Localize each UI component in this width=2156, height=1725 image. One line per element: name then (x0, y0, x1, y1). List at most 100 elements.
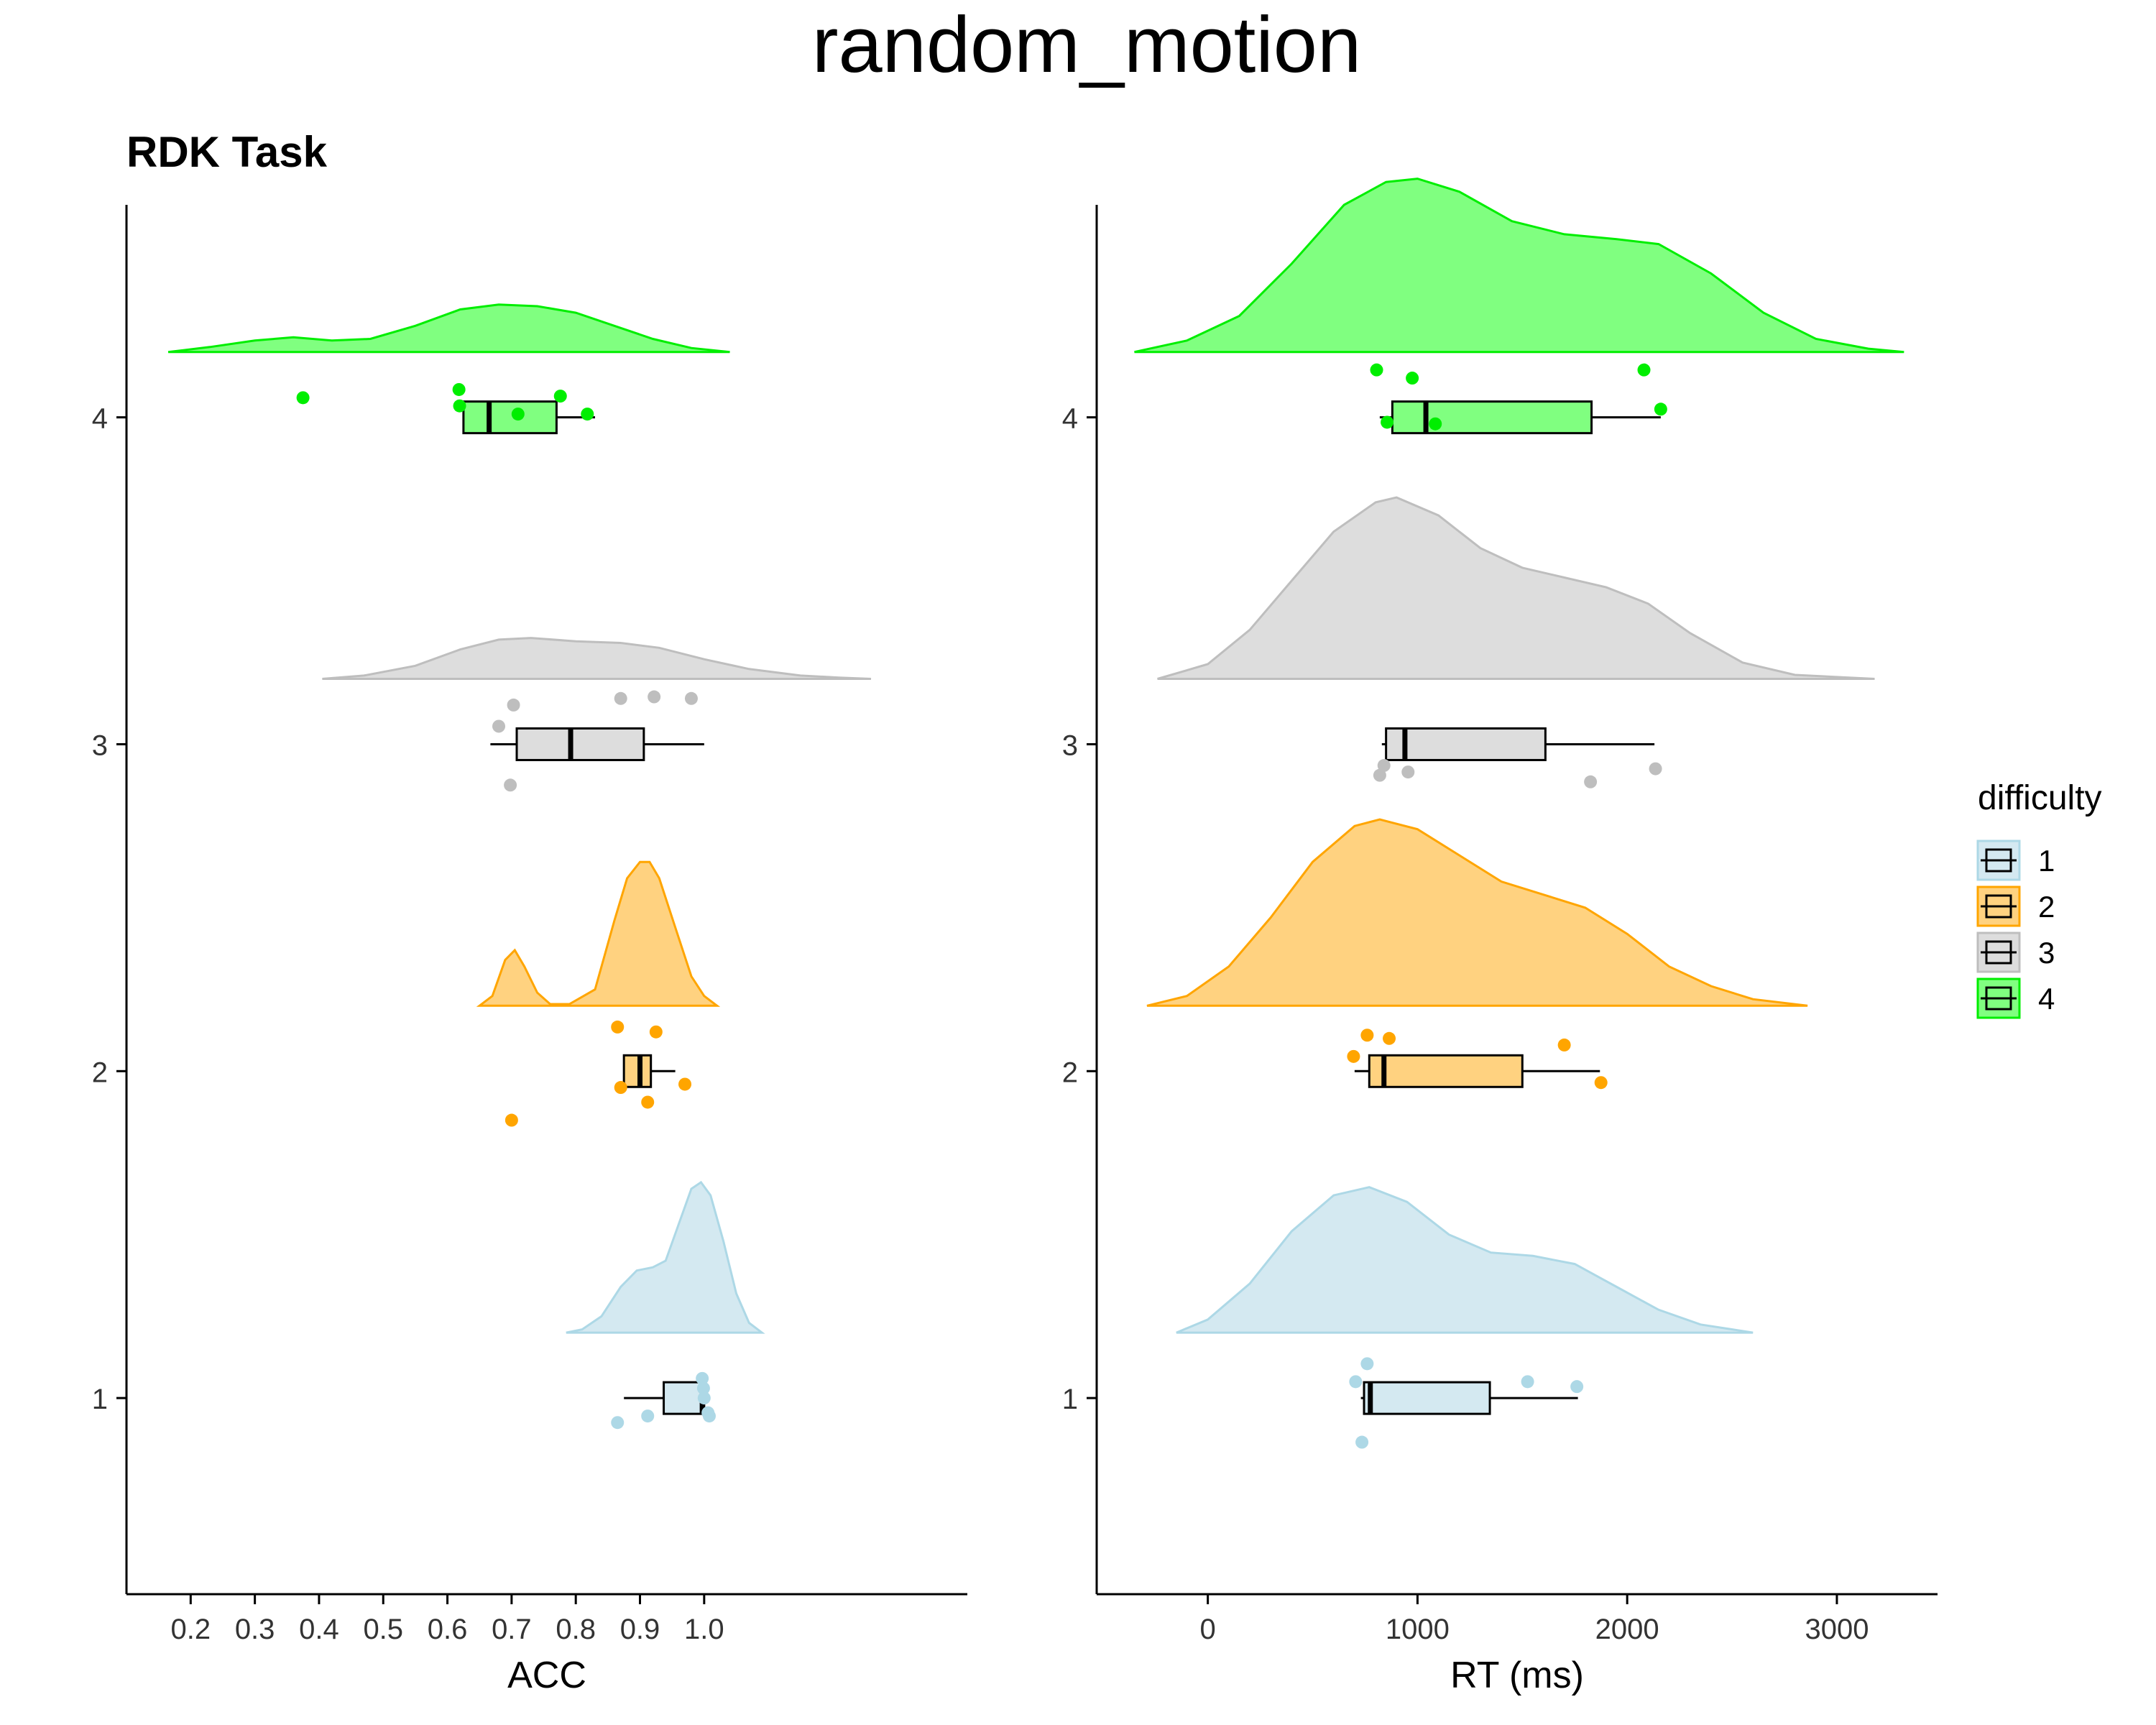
x-tick-label: 0.7 (492, 1614, 532, 1645)
y-tick-label: 4 (1062, 403, 1078, 435)
density-cloud-1 (1176, 1186, 1754, 1334)
group-2 (476, 860, 721, 1127)
data-point-1-3 (696, 1371, 709, 1385)
data-point-2-4 (1557, 1038, 1571, 1052)
data-point-4-2 (1381, 415, 1394, 429)
x-tick-label: 0.5 (363, 1614, 403, 1645)
data-point-3-2 (504, 778, 517, 792)
legend: difficulty 1 2 3 4 (1976, 779, 2102, 1019)
box-2 (1368, 1054, 1524, 1088)
panel-rt: 0 1000 2000 3000 1 2 3 4 RT (ms) (1062, 178, 1938, 1696)
density-cloud-4 (1134, 178, 1904, 354)
legend-label: 2 (2038, 890, 2055, 924)
box-3 (1385, 727, 1547, 761)
data-point-4-1 (296, 391, 310, 405)
legend-label: 4 (2038, 982, 2055, 1016)
figure-title: random_motion (812, 1, 1361, 89)
group-3 (1157, 496, 1875, 788)
data-point-3-6 (684, 691, 698, 705)
data-point-3-5 (1649, 762, 1662, 776)
group-4 (167, 303, 730, 435)
y-tick-label: 2 (92, 1057, 108, 1088)
x-tick-label: 0.4 (299, 1614, 339, 1645)
data-point-4-5 (553, 390, 567, 403)
box-4 (462, 400, 558, 435)
x-tick-label: 1000 (1386, 1614, 1450, 1645)
density-cloud-2 (476, 860, 721, 1007)
data-point-1-7 (702, 1409, 716, 1423)
data-point-1-2 (1349, 1375, 1363, 1389)
legend-key-2: 2 (1976, 886, 2055, 927)
density-cloud-3 (322, 637, 872, 680)
box-4 (1391, 400, 1593, 435)
x-tick-label: 1.0 (684, 1614, 724, 1645)
figure-subtitle: RDK Task (126, 128, 328, 176)
data-point-2-6 (678, 1077, 692, 1091)
density-cloud-1 (566, 1180, 765, 1334)
data-point-1-1 (1355, 1435, 1369, 1449)
x-axis-title: RT (ms) (1450, 1655, 1584, 1696)
panel-acc: 0.2 0.3 0.4 0.5 0.6 0.7 0.8 0.9 1.0 1 2 3 4 ACC (92, 205, 967, 1696)
data-point-1-5 (697, 1392, 711, 1405)
data-point-2-1 (1347, 1049, 1360, 1063)
y-tick-label: 4 (92, 403, 108, 435)
box-1 (1363, 1381, 1491, 1415)
y-tick-label: 3 (92, 730, 108, 761)
legend-label: 1 (2038, 844, 2055, 878)
x-tick-label: 0.8 (556, 1614, 596, 1645)
data-point-4-1 (1370, 363, 1383, 377)
group-1 (566, 1180, 765, 1430)
density-cloud-3 (1157, 496, 1875, 680)
data-point-2-5 (649, 1025, 663, 1039)
x-tick-label: 0.6 (428, 1614, 468, 1645)
legend-key-1: 1 (1976, 840, 2055, 881)
data-point-1-4 (1521, 1375, 1534, 1389)
group-3 (322, 637, 872, 792)
data-point-1-5 (1570, 1380, 1584, 1394)
x-tick-label: 0.3 (235, 1614, 275, 1645)
box-3 (515, 727, 645, 761)
data-point-1-3 (1360, 1357, 1374, 1371)
x-tick-label: 3000 (1805, 1614, 1869, 1645)
data-point-4-2 (452, 382, 466, 396)
data-point-4-4 (1429, 417, 1442, 431)
data-point-4-4 (511, 408, 525, 421)
density-cloud-4 (167, 303, 730, 354)
data-point-2-1 (505, 1113, 518, 1127)
data-point-2-3 (614, 1081, 627, 1095)
x-axis-title: ACC (507, 1655, 586, 1696)
x-tick-label: 0.2 (171, 1614, 211, 1645)
data-point-1-2 (641, 1409, 655, 1423)
data-point-3-4 (614, 691, 627, 705)
data-point-3-2 (1377, 759, 1391, 773)
data-point-3-4 (1584, 775, 1598, 788)
box-2 (622, 1054, 653, 1088)
data-point-4-5 (1637, 363, 1651, 377)
legend-title: difficulty (1978, 779, 2102, 817)
y-tick-label: 1 (92, 1384, 108, 1415)
x-tick-label: 0.9 (620, 1614, 660, 1645)
x-tick-label: 0 (1200, 1614, 1216, 1645)
legend-key-3: 3 (1976, 932, 2055, 973)
data-point-4-6 (581, 408, 594, 421)
y-tick-label: 1 (1062, 1384, 1078, 1415)
y-tick-label: 2 (1062, 1057, 1078, 1088)
legend-items: 1 2 3 4 (1976, 840, 2055, 1019)
density-cloud-2 (1146, 818, 1808, 1007)
data-point-4-3 (1406, 372, 1419, 385)
data-point-3-5 (648, 690, 661, 704)
group-4 (1134, 178, 1904, 435)
data-point-4-6 (1654, 402, 1667, 416)
data-point-2-2 (1360, 1029, 1374, 1042)
data-point-3-1 (492, 719, 506, 733)
data-point-3-1 (1373, 768, 1386, 782)
data-point-2-3 (1383, 1031, 1396, 1045)
group-2 (1146, 818, 1808, 1090)
data-point-4-3 (453, 399, 466, 413)
y-tick-label: 3 (1062, 730, 1078, 761)
data-point-1-4 (696, 1381, 710, 1395)
legend-key-4: 4 (1976, 978, 2055, 1019)
data-point-3-3 (1401, 765, 1415, 779)
